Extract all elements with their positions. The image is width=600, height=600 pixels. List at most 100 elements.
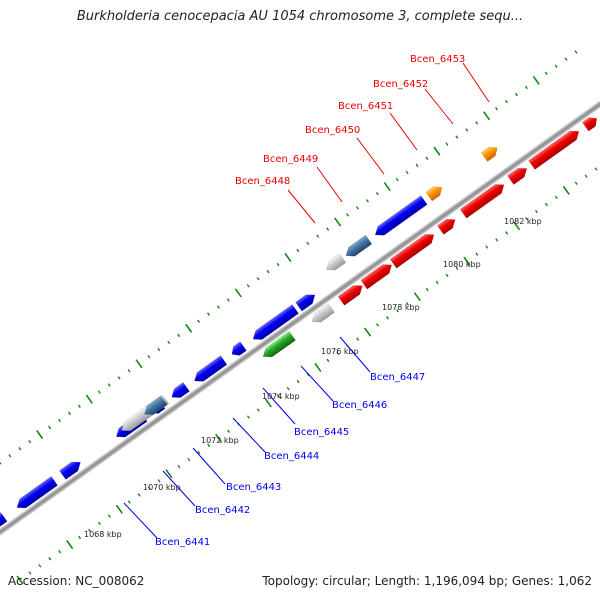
kbp-label-1080: 1080 kbp bbox=[443, 260, 481, 269]
tick-mark bbox=[66, 540, 74, 550]
tick-mark bbox=[284, 252, 292, 262]
gene-arrow[interactable] bbox=[309, 303, 335, 326]
gene-arrow[interactable] bbox=[437, 215, 458, 235]
gene-label-bcen-6443[interactable]: Bcen_6443 bbox=[226, 482, 281, 493]
tick-mark bbox=[48, 425, 52, 430]
tick-mark bbox=[385, 316, 389, 320]
tick-mark bbox=[276, 394, 280, 398]
tick-mark bbox=[58, 418, 62, 423]
gene-arrow[interactable] bbox=[168, 381, 190, 401]
tick-mark bbox=[534, 209, 538, 214]
gene-arrow[interactable] bbox=[0, 512, 8, 531]
tick-mark bbox=[77, 404, 81, 408]
tick-mark bbox=[475, 121, 479, 125]
tick-mark bbox=[137, 493, 141, 497]
gene-arrow[interactable] bbox=[337, 281, 366, 306]
gene-arrow[interactable] bbox=[581, 114, 600, 132]
kbp-label-1074: 1074 kbp bbox=[262, 392, 300, 401]
gene-label-bcen-6448[interactable]: Bcen_6448 bbox=[235, 176, 290, 187]
gene-arrow[interactable] bbox=[389, 230, 437, 269]
tick-mark bbox=[187, 457, 191, 462]
gene-label-bcen-6446[interactable]: Bcen_6446 bbox=[332, 400, 387, 411]
tick-mark bbox=[127, 500, 131, 504]
tick-mark bbox=[554, 64, 558, 68]
tick-mark bbox=[246, 415, 250, 419]
tick-mark bbox=[495, 238, 499, 242]
gene-arrow[interactable] bbox=[323, 253, 347, 275]
gene-arrow[interactable] bbox=[360, 260, 395, 290]
tick-mark bbox=[286, 387, 290, 391]
gene-label-bcen-6441[interactable]: Bcen_6441 bbox=[155, 537, 210, 548]
gene-arrow[interactable] bbox=[191, 355, 228, 386]
gene-arrow[interactable] bbox=[528, 127, 583, 170]
tick-mark bbox=[256, 408, 260, 412]
tick-mark bbox=[8, 454, 12, 458]
gene-arrow[interactable] bbox=[459, 180, 507, 219]
tick-mark bbox=[336, 351, 340, 356]
kbp-label-1072: 1072 kbp bbox=[201, 436, 239, 445]
gene-label-bcen-6445[interactable]: Bcen_6445 bbox=[294, 427, 349, 438]
tick-mark bbox=[346, 213, 350, 217]
gene-arrow[interactable] bbox=[14, 476, 58, 512]
gene-label-bcen-6451[interactable]: Bcen_6451 bbox=[338, 101, 393, 112]
tick-mark bbox=[28, 571, 32, 575]
gene-arrow[interactable] bbox=[425, 183, 445, 202]
tick-mark bbox=[296, 379, 300, 384]
tick-mark bbox=[157, 347, 161, 352]
gene-arrow[interactable] bbox=[141, 395, 168, 419]
tick-mark bbox=[594, 167, 598, 171]
gene-labels-bottom: Bcen_6441 Bcen_6442 Bcen_6443 Bcen_6444 … bbox=[123, 336, 425, 548]
gene-label-bcen-6447[interactable]: Bcen_6447 bbox=[370, 372, 425, 383]
tick-mark bbox=[505, 231, 509, 235]
gene-arrow[interactable] bbox=[507, 164, 530, 185]
tick-mark bbox=[355, 206, 359, 210]
tick-mark bbox=[485, 245, 489, 249]
gene-label-bcen-6442[interactable]: Bcen_6442 bbox=[195, 505, 250, 516]
tick-mark bbox=[107, 383, 111, 387]
tick-row-outer bbox=[0, 50, 578, 465]
tick-mark bbox=[483, 111, 491, 121]
tick-mark bbox=[197, 319, 201, 323]
accession-text: Accession: NC_008062 bbox=[8, 574, 145, 588]
gene-arrow[interactable] bbox=[59, 458, 83, 480]
gene-label-bcen-6449[interactable]: Bcen_6449 bbox=[263, 154, 318, 165]
tick-mark bbox=[445, 273, 449, 278]
tick-mark bbox=[425, 287, 429, 292]
kbp-label-1070: 1070 kbp bbox=[143, 483, 181, 492]
tick-mark bbox=[564, 57, 568, 61]
topology-text: Topology: circular; Length: 1,196,094 bp… bbox=[262, 574, 592, 588]
tick-mark bbox=[356, 337, 360, 341]
tick-mark bbox=[395, 177, 399, 182]
tick-mark bbox=[197, 450, 201, 455]
gene-label-bcen-6453[interactable]: Bcen_6453 bbox=[410, 54, 465, 65]
kbp-label-1082: 1082 kbp bbox=[504, 217, 542, 226]
gene-arrow[interactable] bbox=[295, 291, 318, 312]
tick-mark bbox=[364, 327, 372, 337]
tick-mark bbox=[107, 514, 111, 518]
gene-arrow[interactable] bbox=[250, 304, 299, 344]
tick-mark bbox=[574, 50, 578, 54]
tick-mark bbox=[167, 340, 171, 345]
tick-mark bbox=[157, 479, 161, 483]
gene-arrow[interactable] bbox=[343, 234, 373, 260]
gene-arrow[interactable] bbox=[229, 341, 247, 359]
tick-mark bbox=[127, 369, 131, 373]
gene-arrow[interactable] bbox=[279, 330, 296, 347]
tick-mark bbox=[117, 376, 121, 380]
tick-mark bbox=[226, 298, 230, 302]
gene-labels-top: Bcen_6448 Bcen_6449 Bcen_6450 Bcen_6451 … bbox=[235, 54, 490, 224]
tick-mark bbox=[513, 221, 521, 231]
gene-label-bcen-6444[interactable]: Bcen_6444 bbox=[264, 451, 319, 462]
gene-label-bcen-6452[interactable]: Bcen_6452 bbox=[373, 79, 428, 90]
tick-mark bbox=[16, 575, 24, 585]
gene-label-bcen-6450[interactable]: Bcen_6450 bbox=[305, 125, 360, 136]
tick-mark bbox=[28, 439, 32, 444]
gene-arrow[interactable] bbox=[480, 143, 500, 162]
tick-mark bbox=[185, 323, 193, 333]
tick-mark bbox=[234, 288, 242, 298]
gene-arrow[interactable] bbox=[372, 195, 428, 240]
tick-mark bbox=[554, 195, 558, 200]
tick-mark bbox=[413, 292, 421, 302]
tick-mark bbox=[207, 312, 211, 316]
